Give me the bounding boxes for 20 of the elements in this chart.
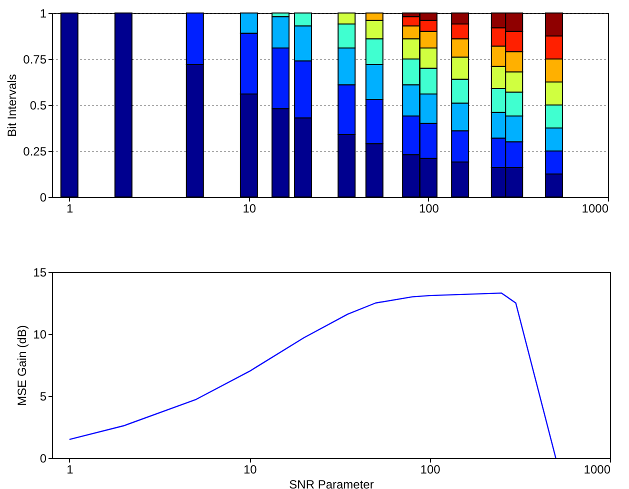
x-axis-title: SNR Parameter — [289, 478, 374, 489]
x-tick-label: 1000 — [584, 462, 611, 476]
x-tick-label: 100 — [420, 462, 441, 476]
y-axis-title: Bit Intervals — [5, 74, 20, 137]
x-tick-label: 10 — [242, 202, 256, 216]
y-tick-label: 0 — [40, 452, 47, 466]
x-tick-label: 10 — [243, 462, 258, 476]
x-tick-label: 1000 — [582, 202, 609, 216]
y-tick-label: 0.25 — [23, 144, 47, 158]
y-tick-label: 0.75 — [23, 52, 47, 66]
x-tick-label: 100 — [418, 202, 440, 216]
y-tick-label: 0 — [40, 190, 47, 204]
y-tick-label: 1 — [40, 6, 47, 20]
y-tick-label: 15 — [33, 266, 47, 280]
y-tick-label: 10 — [33, 328, 47, 342]
y-axis-title: MSE Gain (dB) — [15, 325, 30, 406]
x-tick-label: 1 — [66, 462, 74, 476]
x-tick-label: 1 — [66, 202, 74, 216]
y-tick-label: 5 — [40, 390, 47, 404]
y-tick-label: 0.5 — [30, 98, 47, 112]
